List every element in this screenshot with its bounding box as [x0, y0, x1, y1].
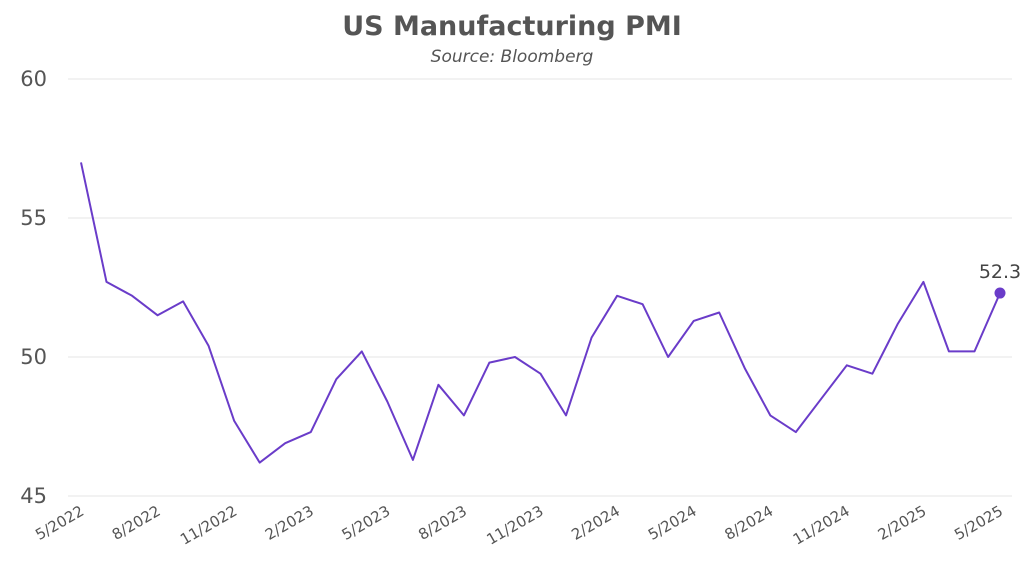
x-tick-label: 2/2023	[262, 502, 317, 544]
x-tick-label: 5/2024	[645, 502, 700, 544]
x-tick-label: 2/2024	[568, 502, 623, 544]
last-value-point	[994, 287, 1006, 299]
y-axis-tick-labels: 45 50 55 60	[20, 67, 47, 508]
y-tick-label: 45	[20, 484, 47, 508]
y-tick-label: 50	[20, 345, 47, 369]
x-tick-label: 11/2023	[484, 502, 547, 549]
x-tick-label: 5/2023	[339, 502, 394, 544]
x-tick-label: 2/2025	[875, 502, 930, 544]
x-tick-label: 11/2024	[790, 502, 853, 549]
x-tick-label: 11/2022	[177, 502, 240, 549]
grid-lines	[68, 78, 1012, 497]
last-value-label: 52.3	[979, 261, 1021, 283]
series-layer: 52.3	[80, 162, 1021, 464]
x-tick-label: 8/2023	[415, 502, 470, 544]
chart-title: US Manufacturing PMI	[342, 11, 682, 42]
y-tick-label: 60	[20, 67, 47, 91]
series-line	[80, 162, 1001, 464]
x-axis-tick-labels: 5/2022 8/2022 11/2022 2/2023 5/2023 8/2023 11/…	[32, 502, 1006, 549]
x-tick-label: 5/2022	[32, 502, 87, 544]
x-tick-label: 8/2022	[109, 502, 164, 544]
x-tick-label: 8/2024	[722, 502, 777, 544]
chart-subtitle: Source: Bloomberg	[431, 47, 594, 67]
x-tick-label: 5/2025	[951, 502, 1006, 544]
y-tick-label: 55	[20, 206, 47, 230]
